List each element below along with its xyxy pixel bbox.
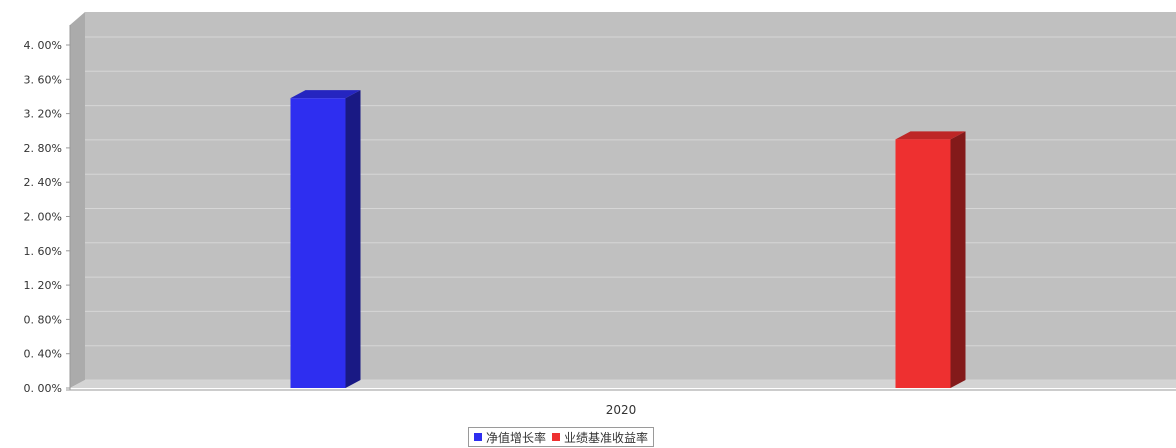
y-tick-label: 3. 20%: [24, 108, 62, 121]
legend-label: 业绩基准收益率: [564, 430, 649, 445]
y-tick-label: 0. 00%: [24, 382, 62, 395]
y-tick-label: 0. 40%: [24, 348, 62, 361]
y-tick-label: 0. 80%: [24, 313, 62, 326]
bar-front: [895, 139, 951, 388]
bar-front: [290, 98, 346, 388]
bar: [895, 131, 966, 388]
bar-side: [950, 131, 966, 388]
legend: 净值增长率 业绩基准收益率: [468, 427, 655, 447]
bars: [290, 90, 966, 388]
y-tick-label: 2. 80%: [24, 142, 62, 155]
y-tick-label: 3. 60%: [24, 73, 62, 86]
x-tick-label: 2020: [606, 403, 637, 417]
y-tick-label: 4. 00%: [24, 39, 62, 52]
y-tick-label: 1. 20%: [24, 279, 62, 292]
bar: [290, 90, 361, 388]
y-tick-label: 2. 40%: [24, 176, 62, 189]
legend-item: 净值增长率: [474, 429, 546, 446]
bar-side: [345, 90, 361, 388]
plot-floor: [70, 380, 1176, 388]
y-tick-label: 2. 00%: [24, 211, 62, 224]
legend-label: 净值增长率: [486, 430, 547, 445]
y-tick-label: 1. 60%: [24, 245, 62, 258]
plot-side-wall: [70, 12, 85, 388]
bar-top: [895, 131, 966, 140]
y-axis-ticks: 0. 00% 0. 40% 0. 80% 1. 20% 1. 60% 2. 00% 2. 4…: [24, 39, 70, 395]
legend-swatch-red: [552, 433, 561, 441]
legend-swatch-blue: [474, 433, 482, 441]
plot-background: [85, 12, 1176, 380]
gridlines: [85, 36, 1176, 381]
legend-item: 业绩基准收益率: [552, 429, 648, 446]
bar-top: [290, 90, 361, 99]
